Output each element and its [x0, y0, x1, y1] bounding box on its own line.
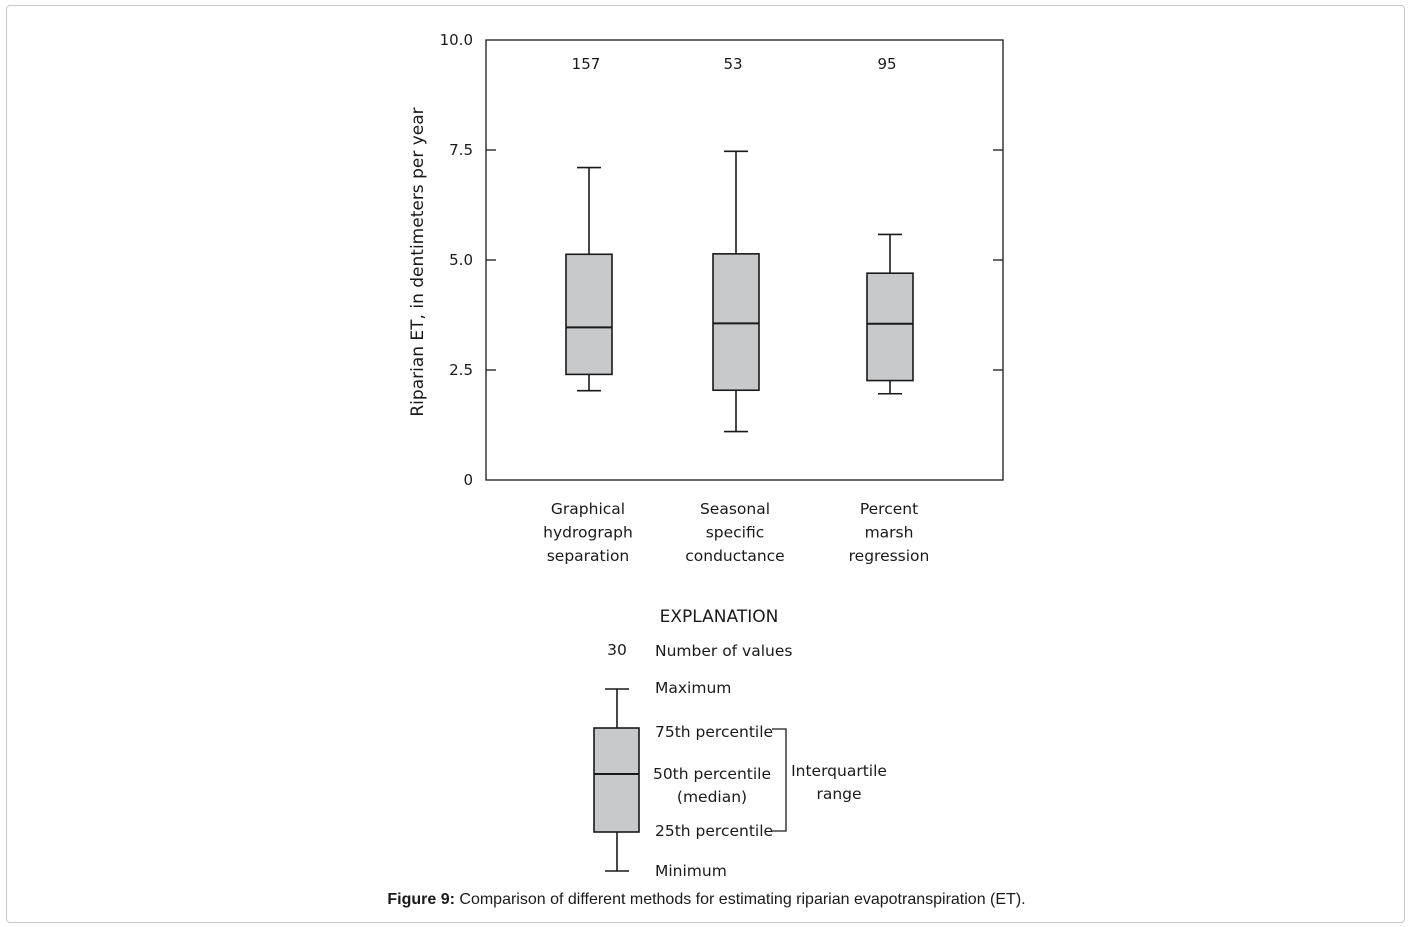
caption-text: Comparison of different methods for esti… [454, 891, 1026, 908]
legend-range-label: range [816, 785, 861, 803]
x-category-label: conductance [685, 547, 784, 565]
figure-frame [6, 5, 1405, 923]
y-tick-label: 10.0 [440, 31, 473, 49]
box-plot-3: 95 [866, 55, 914, 395]
box-plot-1: 157 [565, 55, 613, 392]
x-category-label: hydrograph [543, 524, 633, 542]
legend-minimum-label: Minimum [655, 862, 727, 880]
legend-maximum-label: Maximum [655, 679, 731, 697]
iqr-bracket [772, 728, 787, 832]
legend-iqr-label: Interquartile [791, 762, 887, 780]
sample-count-label: 95 [877, 55, 896, 73]
box-series: 157 53 95 [565, 55, 914, 433]
x-category-label: Graphical [551, 500, 625, 518]
explanation-legend: EXPLANATION 30 Number of values Maximum … [593, 607, 887, 880]
y-tick-label: 2.5 [449, 361, 473, 379]
x-category-label: specific [706, 524, 765, 542]
sample-count-label: 53 [723, 55, 742, 73]
caption-figure-number: Figure 9: [387, 891, 455, 908]
legend-p50-label: 50th percentile [653, 765, 771, 783]
legend-p25-label: 25th percentile [655, 822, 773, 840]
legend-count-label: Number of values [655, 642, 792, 660]
legend-p75-label: 75th percentile [655, 723, 773, 741]
x-category-label: Seasonal [700, 500, 770, 518]
y-tick-label: 5.0 [449, 251, 473, 269]
iqr-box [866, 272, 914, 382]
sample-count-label: 157 [572, 55, 601, 73]
iqr-box [565, 253, 613, 376]
x-category-label: marsh [865, 524, 914, 542]
y-axis-label: Riparian ET, in dentimeters per year [408, 107, 428, 416]
x-axis-categories: Graphical hydrograph separation Seasonal spe… [543, 500, 929, 565]
legend-median-label: (median) [677, 788, 747, 806]
legend-count-example: 30 [607, 641, 627, 659]
explanation-title: EXPLANATION [660, 607, 779, 627]
iqr-box [712, 253, 760, 392]
y-tick-label: 0 [463, 471, 473, 489]
x-category-label: regression [849, 547, 930, 565]
x-category-label: Percent [860, 500, 918, 518]
y-tick-label: 7.5 [449, 141, 473, 159]
y-axis: 0 2.5 5.0 7.5 10.0 [440, 31, 1003, 489]
legend-box [593, 727, 640, 833]
x-category-label: separation [547, 547, 630, 565]
figure-caption: Figure 9: Comparison of different method… [0, 891, 1413, 909]
box-plot-2: 53 [712, 55, 760, 433]
